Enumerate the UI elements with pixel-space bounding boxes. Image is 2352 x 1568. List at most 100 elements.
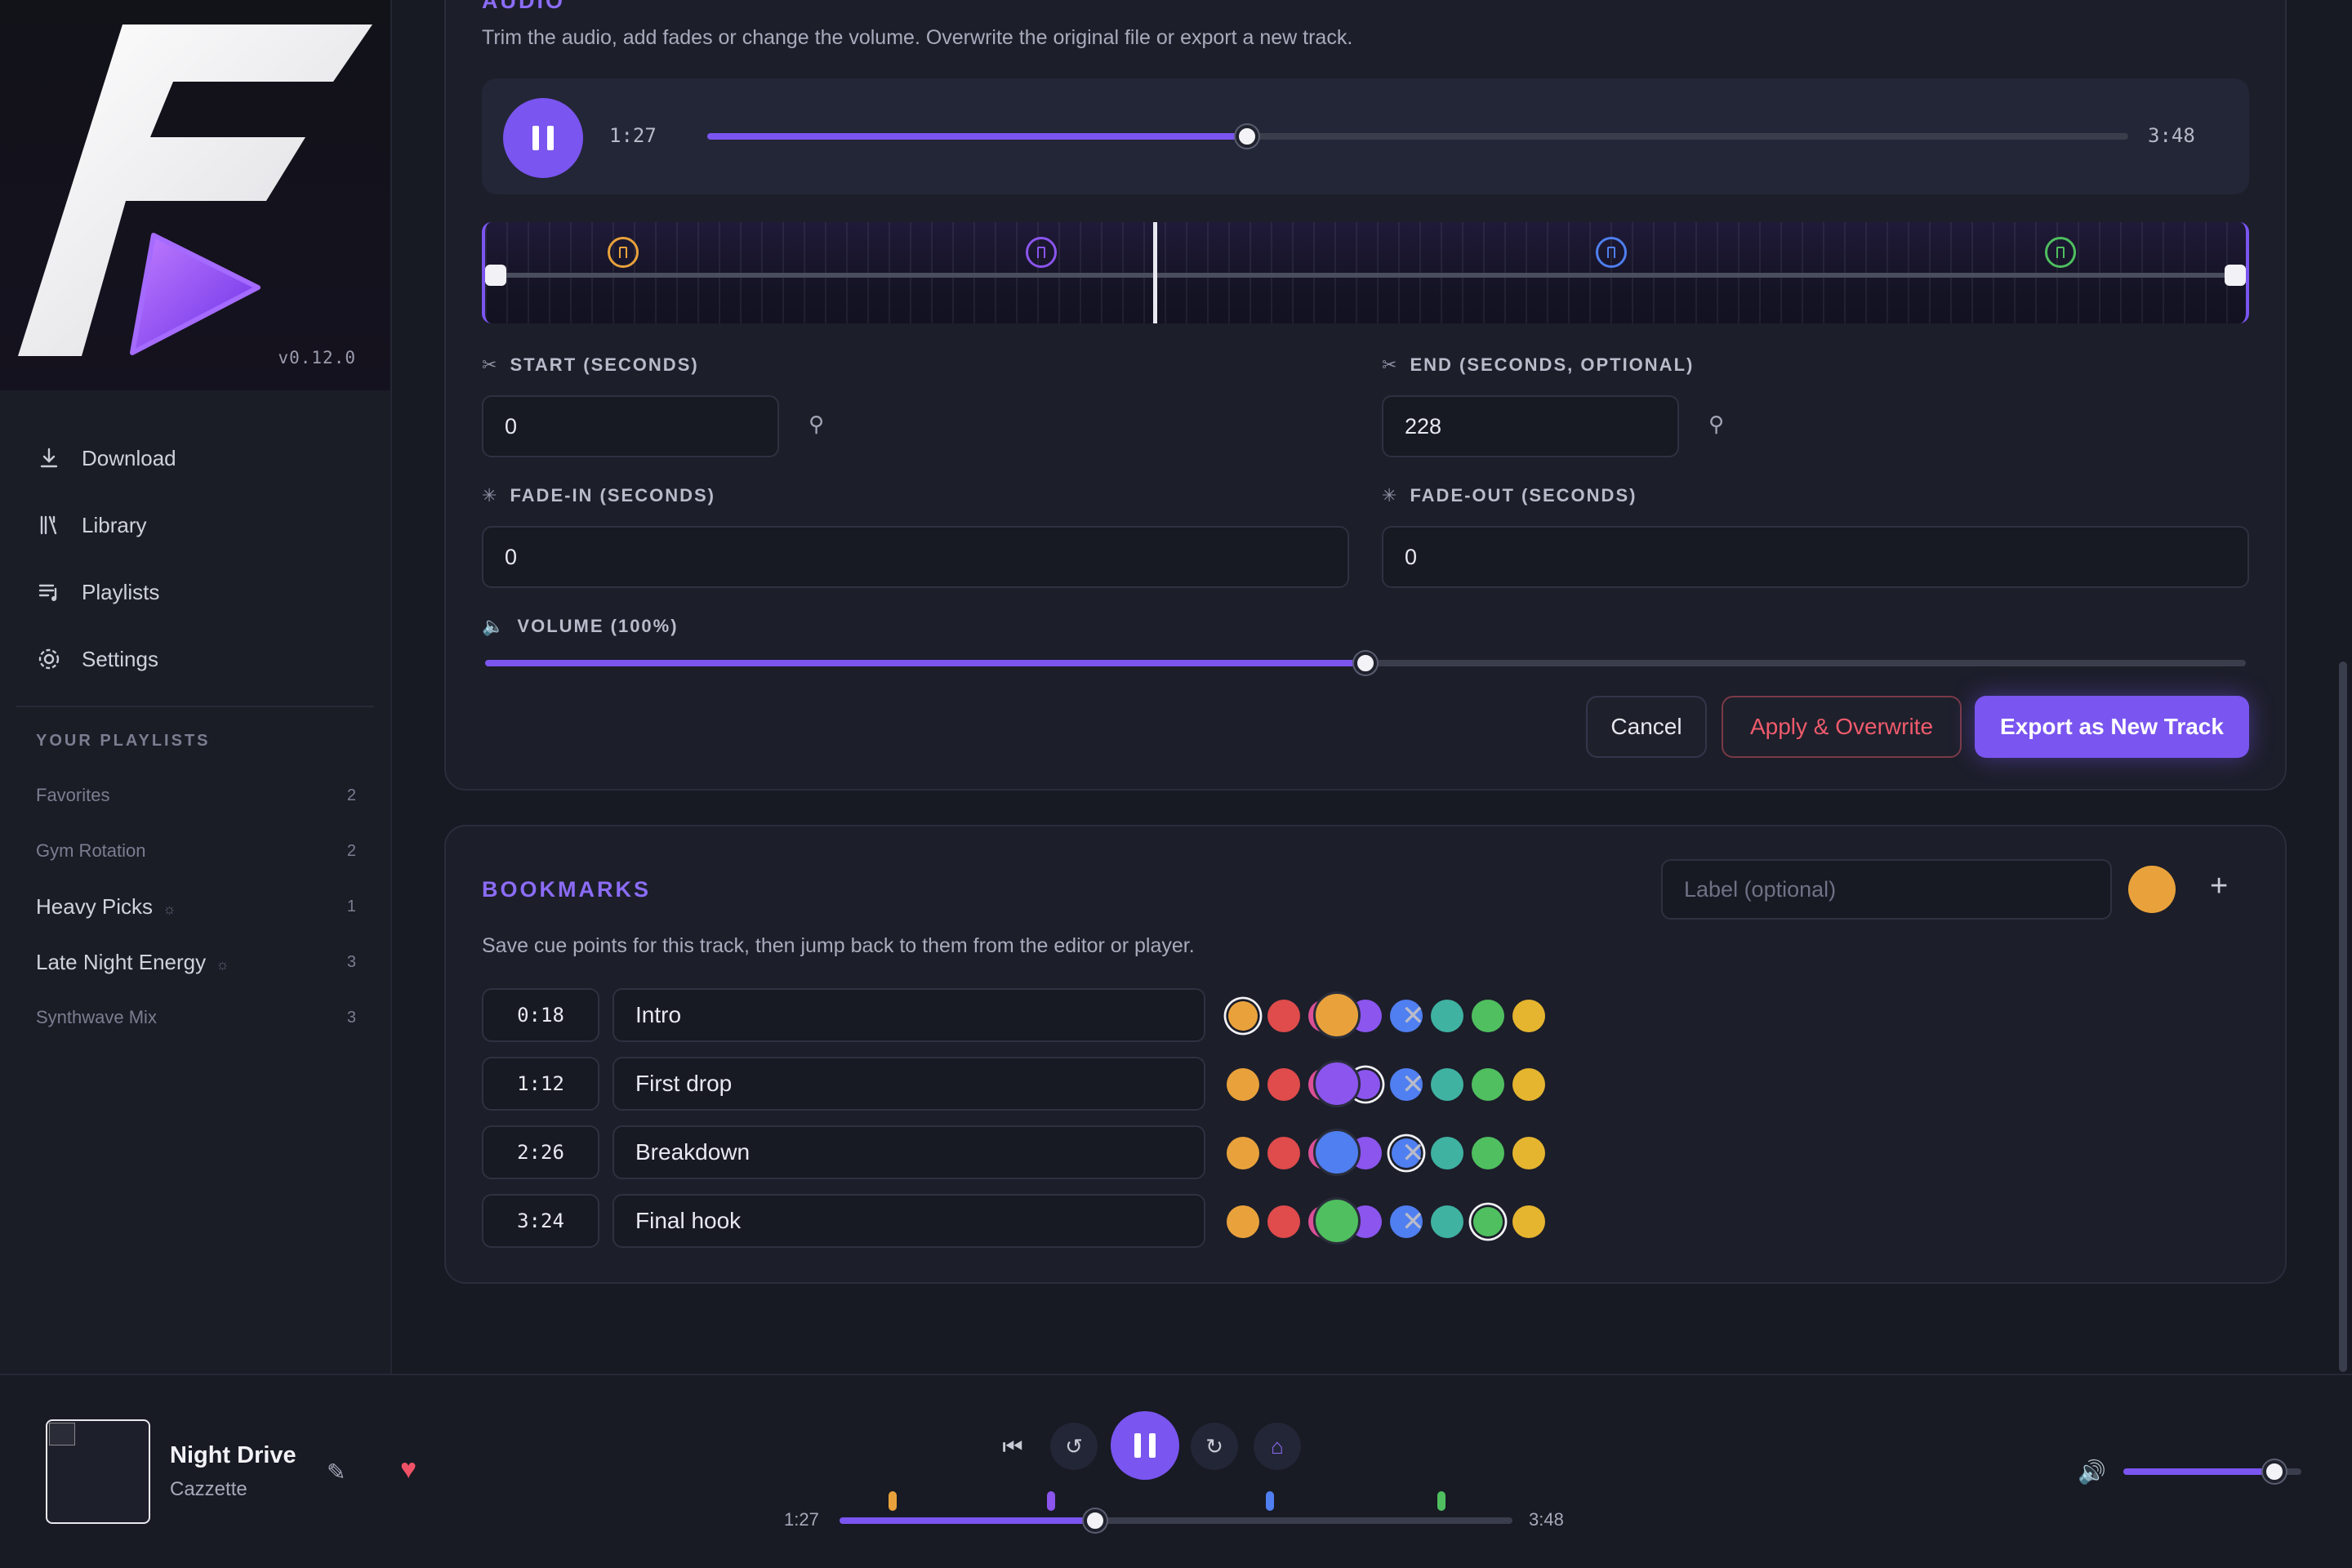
bookmark-marker-icon[interactable]: [1596, 237, 1627, 268]
delete-bookmark-icon[interactable]: ✕: [1401, 1138, 1425, 1169]
color-swatch[interactable]: [1392, 1138, 1421, 1168]
playlist-item-synthwave-mix[interactable]: Synthwave Mix 3: [36, 990, 356, 1045]
player-seek-handle[interactable]: [1084, 1509, 1107, 1532]
color-swatch[interactable]: [1472, 1000, 1504, 1032]
player-volume-handle[interactable]: [2263, 1460, 2287, 1483]
player-volume-slider[interactable]: [2123, 1460, 2301, 1483]
nav-settings[interactable]: Settings: [36, 626, 363, 693]
bookmark-time[interactable]: 2:26: [482, 1125, 599, 1179]
nav-playlists[interactable]: Playlists: [36, 559, 363, 626]
bookmark-tick[interactable]: [1266, 1491, 1274, 1511]
player-seek-bar[interactable]: [840, 1509, 1512, 1532]
preview-seek-bar[interactable]: [707, 125, 2128, 148]
volume-slider[interactable]: [485, 652, 2246, 675]
bookmark-marker-icon[interactable]: [608, 237, 639, 268]
color-swatch[interactable]: [1472, 1137, 1504, 1169]
new-bookmark-color-picker[interactable]: [2128, 866, 2176, 913]
color-swatch[interactable]: [1473, 1207, 1503, 1236]
playlist-count: 3: [346, 952, 356, 971]
preview-duration: 3:48: [2148, 124, 2195, 147]
bookmark-tick[interactable]: [1047, 1491, 1055, 1511]
end-input[interactable]: 228: [1382, 395, 1679, 457]
preview-seek-handle[interactable]: [1236, 125, 1259, 148]
main-scrollbar[interactable]: [2339, 662, 2347, 1372]
playlist-item-late-night-energy[interactable]: Late Night Energy ☼ 3: [36, 934, 356, 990]
fade-in-input[interactable]: 0: [482, 526, 1349, 588]
color-swatch[interactable]: [1431, 1068, 1463, 1101]
scissors-icon: ✂: [482, 354, 499, 375]
trim-end-handle[interactable]: [2225, 265, 2246, 286]
delete-bookmark-icon[interactable]: ✕: [1401, 1069, 1425, 1100]
add-bookmark-player-icon[interactable]: ⌂: [1254, 1423, 1301, 1470]
color-swatch[interactable]: [1390, 1205, 1423, 1238]
color-swatch[interactable]: [1431, 1137, 1463, 1169]
bookmark-color-preview[interactable]: [1313, 1129, 1361, 1176]
bookmark-label-input[interactable]: Intro: [612, 988, 1205, 1042]
color-swatch[interactable]: [1267, 1205, 1300, 1238]
color-swatch[interactable]: [1431, 1000, 1463, 1032]
color-swatch[interactable]: [1472, 1068, 1504, 1101]
playlist-item-gym-rotation[interactable]: Gym Rotation 2: [36, 823, 356, 879]
apply-overwrite-button[interactable]: Apply & Overwrite: [1722, 696, 1962, 758]
volume-speaker-icon[interactable]: 🔊: [2078, 1459, 2106, 1485]
color-swatch[interactable]: [1267, 1000, 1300, 1032]
edit-pencil-icon[interactable]: ✎: [327, 1459, 346, 1485]
color-swatch[interactable]: [1267, 1137, 1300, 1169]
color-swatch[interactable]: [1512, 1068, 1545, 1101]
cancel-button[interactable]: Cancel: [1586, 696, 1707, 758]
nav-library[interactable]: Library: [36, 492, 363, 559]
color-swatch[interactable]: [1228, 1001, 1258, 1031]
bookmark-label-input[interactable]: Label (optional): [1661, 859, 2112, 920]
delete-bookmark-icon[interactable]: ✕: [1401, 1206, 1425, 1237]
playlist-name: Favorites: [36, 785, 110, 805]
fade-out-input[interactable]: 0: [1382, 526, 2249, 588]
color-swatch[interactable]: [1512, 1000, 1545, 1032]
bookmark-time[interactable]: 3:24: [482, 1194, 599, 1248]
volume-slider-handle[interactable]: [1354, 652, 1377, 675]
waveform-trim-editor[interactable]: [482, 222, 2249, 323]
bookmarks-description: Save cue points for this track, then jum…: [482, 934, 1195, 957]
color-swatch[interactable]: [1390, 1068, 1423, 1101]
color-swatch[interactable]: [1390, 1000, 1423, 1032]
bookmark-tick[interactable]: [1437, 1491, 1446, 1511]
nav-download[interactable]: Download: [36, 425, 363, 492]
bookmark-tick[interactable]: [889, 1491, 897, 1511]
bookmark-color-preview[interactable]: [1313, 991, 1361, 1039]
export-new-track-button[interactable]: Export as New Track: [1975, 696, 2249, 758]
bookmark-label-input[interactable]: Final hook: [612, 1194, 1205, 1248]
fade-out-field-label: ✳ FADE-OUT (SECONDS): [1382, 485, 1637, 506]
forward-icon[interactable]: ↻: [1191, 1423, 1238, 1470]
bookmark-time[interactable]: 0:18: [482, 988, 599, 1042]
bookmark-marker-icon[interactable]: [1026, 237, 1057, 268]
set-end-pin-icon[interactable]: ⚲: [1708, 412, 1725, 436]
color-swatch[interactable]: [1227, 1137, 1259, 1169]
color-swatch[interactable]: [1227, 1205, 1259, 1238]
set-start-pin-icon[interactable]: ⚲: [808, 412, 825, 436]
rewind-icon[interactable]: ↺: [1050, 1423, 1098, 1470]
fade-icon: ✳: [482, 485, 499, 506]
trim-start-handle[interactable]: [485, 265, 506, 286]
color-swatch[interactable]: [1267, 1068, 1300, 1101]
favorite-heart-icon[interactable]: ♥: [400, 1454, 417, 1485]
playlist-item-favorites[interactable]: Favorites 2: [36, 768, 356, 823]
previous-track-icon[interactable]: ⏮: [1002, 1433, 1023, 1459]
delete-bookmark-icon[interactable]: ✕: [1401, 1000, 1425, 1031]
bookmark-color-preview[interactable]: [1313, 1060, 1361, 1107]
color-swatch[interactable]: [1431, 1205, 1463, 1238]
color-swatch[interactable]: [1512, 1205, 1545, 1238]
main-pause-button[interactable]: [1111, 1411, 1179, 1480]
color-swatch[interactable]: [1227, 1068, 1259, 1101]
sparkle-icon: ☼: [163, 900, 176, 917]
waveform-playhead[interactable]: [1153, 222, 1157, 323]
start-input[interactable]: 0: [482, 395, 779, 457]
bookmark-time[interactable]: 1:12: [482, 1057, 599, 1111]
bookmark-label-input[interactable]: First drop: [612, 1057, 1205, 1111]
player-seek-fill: [840, 1517, 1096, 1524]
playlist-item-heavy-picks[interactable]: Heavy Picks ☼ 1: [36, 879, 356, 934]
bookmark-marker-icon[interactable]: [2045, 237, 2076, 268]
add-bookmark-icon[interactable]: +: [2210, 869, 2229, 903]
bookmark-label-input[interactable]: Breakdown: [612, 1125, 1205, 1179]
pause-button[interactable]: [503, 98, 583, 178]
bookmark-color-preview[interactable]: [1313, 1197, 1361, 1245]
color-swatch[interactable]: [1512, 1137, 1545, 1169]
